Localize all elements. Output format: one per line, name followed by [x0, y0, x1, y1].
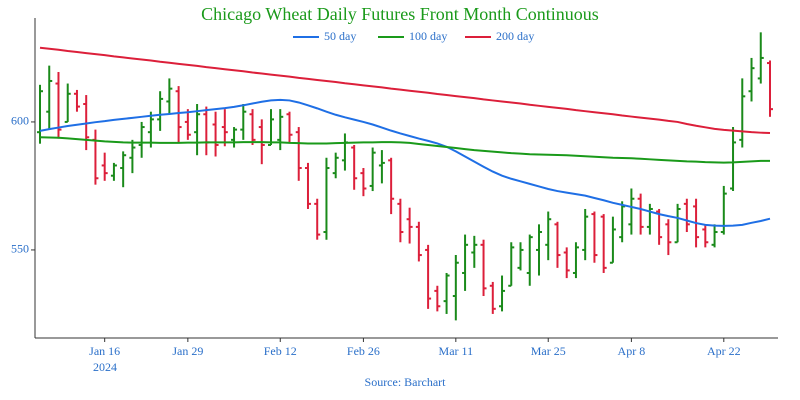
x-tick-label: Apr 22: [707, 344, 741, 358]
legend-label: 50 day: [324, 29, 356, 43]
x-tick-label: Jan 29: [172, 344, 203, 358]
x-tick-label: Mar 11: [439, 344, 474, 358]
legend-label: 100 day: [409, 29, 447, 43]
y-tick-label: 550: [11, 242, 29, 256]
source: Source: Barchart: [365, 375, 447, 389]
x-tick-label: Feb 12: [264, 344, 297, 358]
legend-label: 200 day: [496, 29, 534, 43]
y-tick-label: 600: [11, 114, 29, 128]
x-tick-label: Mar 25: [531, 344, 566, 358]
moving-average-line: [39, 136, 770, 164]
moving-average-line: [39, 98, 771, 227]
x-tick-label: Apr 8: [618, 344, 646, 358]
chart-title: Chicago Wheat Daily Futures Front Month …: [201, 4, 599, 24]
x-year-label: 2024: [93, 360, 117, 374]
moving-average-line: [39, 46, 771, 134]
x-tick-label: Feb 26: [347, 344, 380, 358]
x-tick-label: Jan 16: [89, 344, 120, 358]
